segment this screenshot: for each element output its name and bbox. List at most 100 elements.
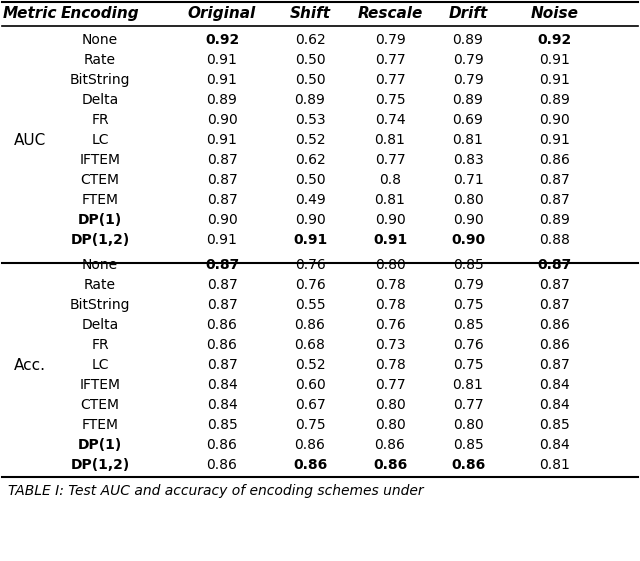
Text: 0.84: 0.84 xyxy=(207,378,237,392)
Text: 0.75: 0.75 xyxy=(374,93,405,107)
Text: 0.77: 0.77 xyxy=(452,398,483,412)
Text: 0.69: 0.69 xyxy=(452,113,483,127)
Text: 0.86: 0.86 xyxy=(451,458,485,472)
Text: 0.80: 0.80 xyxy=(374,398,405,412)
Text: 0.91: 0.91 xyxy=(207,133,237,147)
Text: 0.68: 0.68 xyxy=(294,338,325,352)
Text: Delta: Delta xyxy=(81,93,118,107)
Text: CTEM: CTEM xyxy=(81,173,120,187)
Text: 0.79: 0.79 xyxy=(452,73,483,87)
Text: 0.84: 0.84 xyxy=(540,438,570,452)
Text: 0.50: 0.50 xyxy=(294,53,325,67)
Text: 0.49: 0.49 xyxy=(294,193,325,207)
Text: 0.89: 0.89 xyxy=(452,33,483,47)
Text: LC: LC xyxy=(92,133,109,147)
Text: 0.76: 0.76 xyxy=(294,278,325,292)
Text: 0.90: 0.90 xyxy=(207,213,237,227)
Text: DP(1): DP(1) xyxy=(78,438,122,452)
Text: 0.76: 0.76 xyxy=(374,318,405,332)
Text: Acc.: Acc. xyxy=(14,357,46,373)
Text: 0.76: 0.76 xyxy=(452,338,483,352)
Text: 0.77: 0.77 xyxy=(374,153,405,167)
Text: 0.85: 0.85 xyxy=(452,318,483,332)
Text: 0.91: 0.91 xyxy=(373,233,407,247)
Text: 0.86: 0.86 xyxy=(540,318,570,332)
Text: FR: FR xyxy=(91,113,109,127)
Text: Noise: Noise xyxy=(531,6,579,21)
Text: 0.86: 0.86 xyxy=(207,438,237,452)
Text: 0.91: 0.91 xyxy=(207,73,237,87)
Text: 0.91: 0.91 xyxy=(540,133,570,147)
Text: 0.86: 0.86 xyxy=(540,338,570,352)
Text: 0.87: 0.87 xyxy=(538,258,572,272)
Text: 0.77: 0.77 xyxy=(374,53,405,67)
Text: Shift: Shift xyxy=(289,6,330,21)
Text: 0.52: 0.52 xyxy=(294,133,325,147)
Text: 0.86: 0.86 xyxy=(374,438,405,452)
Text: 0.8: 0.8 xyxy=(379,173,401,187)
Text: 0.85: 0.85 xyxy=(452,258,483,272)
Text: 0.53: 0.53 xyxy=(294,113,325,127)
Text: 0.87: 0.87 xyxy=(207,358,237,372)
Text: 0.79: 0.79 xyxy=(452,278,483,292)
Text: 0.75: 0.75 xyxy=(452,358,483,372)
Text: Rate: Rate xyxy=(84,53,116,67)
Text: 0.91: 0.91 xyxy=(540,53,570,67)
Text: 0.81: 0.81 xyxy=(374,193,405,207)
Text: 0.75: 0.75 xyxy=(294,418,325,432)
Text: DP(1): DP(1) xyxy=(78,213,122,227)
Text: 0.92: 0.92 xyxy=(538,33,572,47)
Text: BitString: BitString xyxy=(70,298,131,312)
Text: 0.86: 0.86 xyxy=(207,338,237,352)
Text: Rate: Rate xyxy=(84,278,116,292)
Text: 0.74: 0.74 xyxy=(374,113,405,127)
Text: 0.60: 0.60 xyxy=(294,378,325,392)
Text: Delta: Delta xyxy=(81,318,118,332)
Text: 0.86: 0.86 xyxy=(293,458,327,472)
Text: 0.85: 0.85 xyxy=(452,438,483,452)
Text: 0.87: 0.87 xyxy=(540,358,570,372)
Text: DP(1,2): DP(1,2) xyxy=(70,458,130,472)
Text: 0.87: 0.87 xyxy=(207,278,237,292)
Text: 0.78: 0.78 xyxy=(374,278,405,292)
Text: 0.86: 0.86 xyxy=(207,458,237,472)
Text: 0.90: 0.90 xyxy=(451,233,485,247)
Text: FTEM: FTEM xyxy=(81,193,118,207)
Text: 0.75: 0.75 xyxy=(452,298,483,312)
Text: 0.90: 0.90 xyxy=(540,113,570,127)
Text: Original: Original xyxy=(188,6,256,21)
Text: 0.80: 0.80 xyxy=(452,418,483,432)
Text: 0.86: 0.86 xyxy=(373,458,407,472)
Text: 0.79: 0.79 xyxy=(374,33,405,47)
Text: 0.81: 0.81 xyxy=(374,133,405,147)
Text: 0.91: 0.91 xyxy=(207,53,237,67)
Text: 0.92: 0.92 xyxy=(205,33,239,47)
Text: 0.80: 0.80 xyxy=(374,258,405,272)
Text: 0.87: 0.87 xyxy=(207,173,237,187)
Text: 0.87: 0.87 xyxy=(540,278,570,292)
Text: 0.85: 0.85 xyxy=(540,418,570,432)
Text: 0.62: 0.62 xyxy=(294,33,325,47)
Text: 0.87: 0.87 xyxy=(207,193,237,207)
Text: IFTEM: IFTEM xyxy=(79,378,120,392)
Text: 0.77: 0.77 xyxy=(374,378,405,392)
Text: 0.91: 0.91 xyxy=(293,233,327,247)
Text: 0.86: 0.86 xyxy=(207,318,237,332)
Text: FTEM: FTEM xyxy=(81,418,118,432)
Text: DP(1,2): DP(1,2) xyxy=(70,233,130,247)
Text: 0.86: 0.86 xyxy=(540,153,570,167)
Text: 0.62: 0.62 xyxy=(294,153,325,167)
Text: Rescale: Rescale xyxy=(357,6,422,21)
Text: 0.87: 0.87 xyxy=(540,193,570,207)
Text: 0.88: 0.88 xyxy=(540,233,570,247)
Text: 0.73: 0.73 xyxy=(374,338,405,352)
Text: 0.78: 0.78 xyxy=(374,298,405,312)
Text: 0.71: 0.71 xyxy=(452,173,483,187)
Text: 0.89: 0.89 xyxy=(540,213,570,227)
Text: AUC: AUC xyxy=(14,132,46,148)
Text: 0.90: 0.90 xyxy=(294,213,325,227)
Text: 0.67: 0.67 xyxy=(294,398,325,412)
Text: 0.81: 0.81 xyxy=(452,378,483,392)
Text: 0.90: 0.90 xyxy=(374,213,405,227)
Text: 0.52: 0.52 xyxy=(294,358,325,372)
